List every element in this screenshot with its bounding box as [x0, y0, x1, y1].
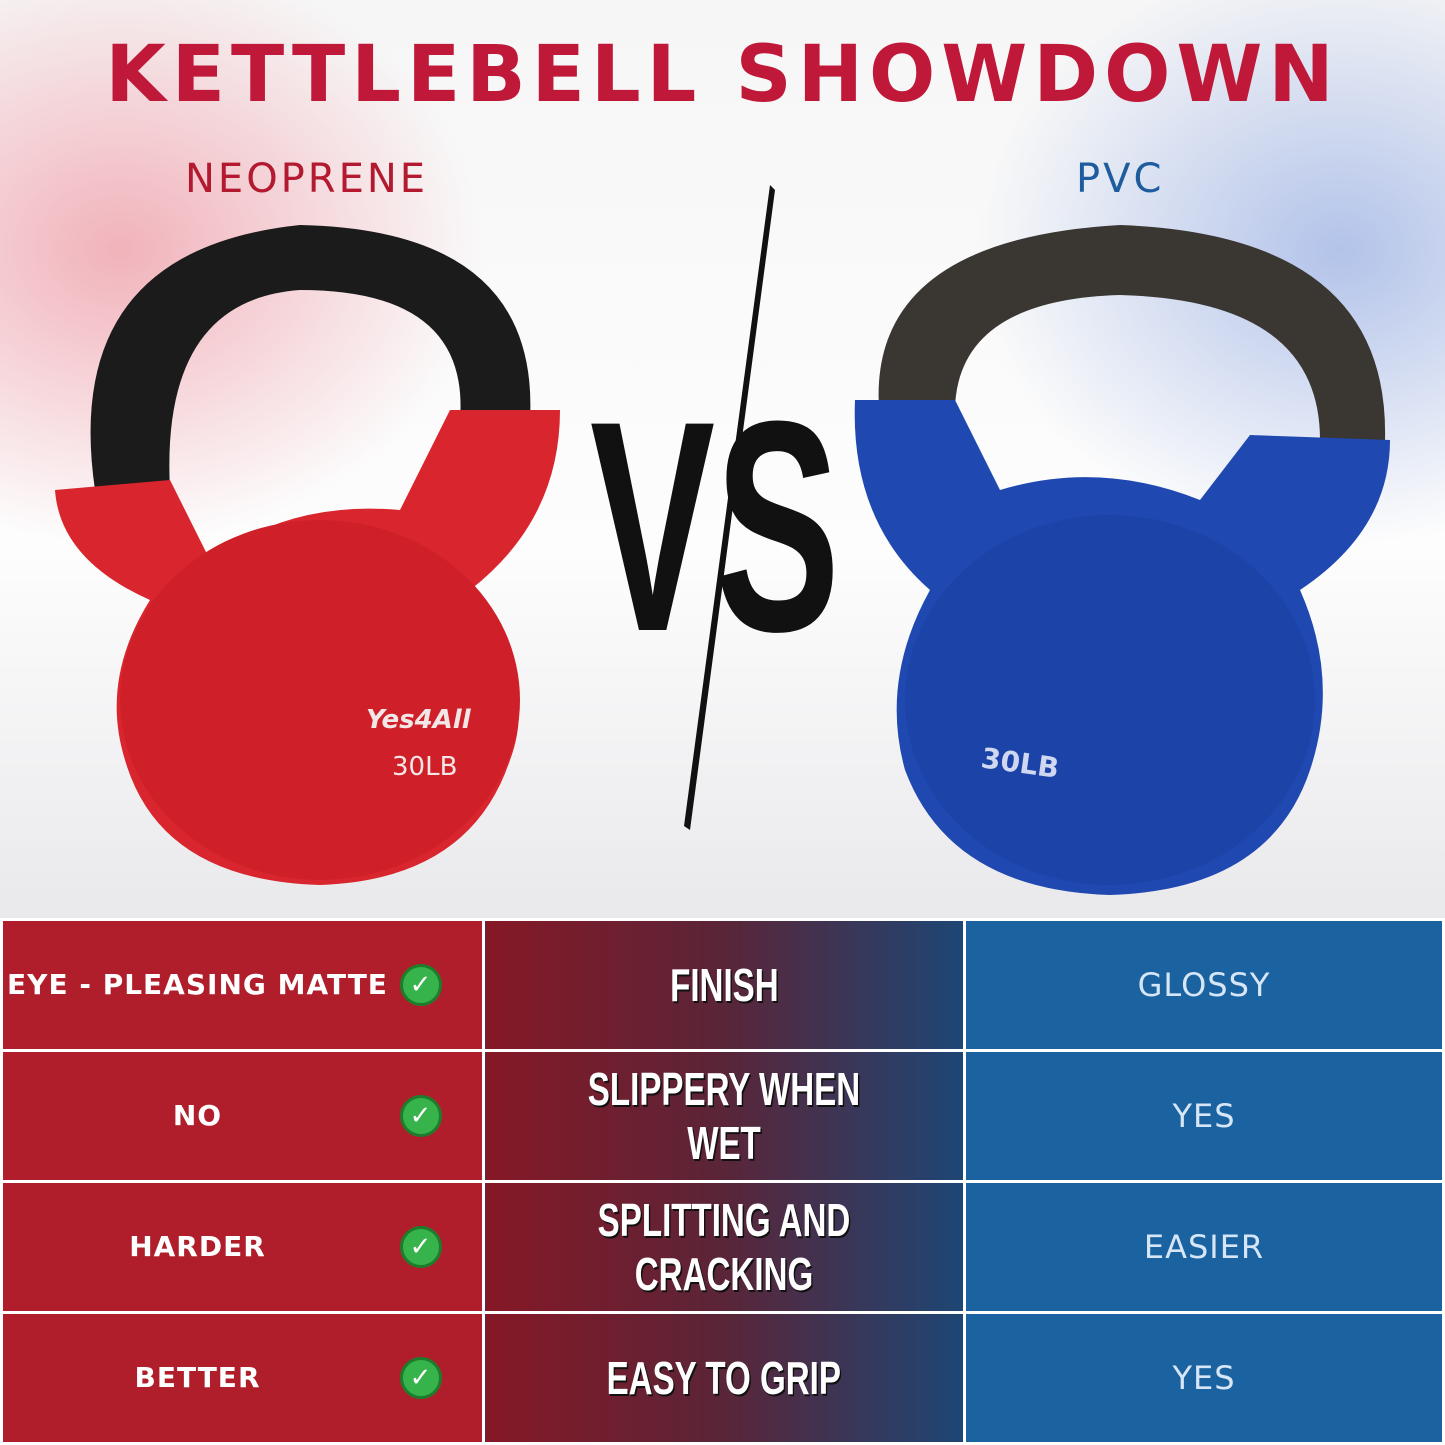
pvc-cell: YES: [963, 1311, 1445, 1445]
pvc-cell: EASIER: [963, 1180, 1445, 1314]
table-row: HARDER ✓ SPLITTING AND CRACKING EASIER: [0, 1180, 1445, 1314]
page-title: KETTLEBELL SHOWDOWN: [105, 30, 1340, 120]
pvc-kettlebell-image: 30LB: [854, 225, 1390, 895]
table-row: BETTER ✓ EASY TO GRIP YES: [0, 1311, 1445, 1445]
pvc-cell: GLOSSY: [963, 918, 1445, 1052]
product-illustration: Yes4All 30LB VS 30LB: [55, 185, 1390, 895]
table-row: EYE - PLEASING MATTE ✓ FINISH GLOSSY: [0, 918, 1445, 1052]
vs-text: VS: [590, 358, 840, 694]
feature-cell: SPLITTING AND CRACKING: [482, 1180, 966, 1314]
neoprene-cell: NO ✓: [0, 1049, 485, 1183]
check-circle-icon: ✓: [400, 1226, 442, 1268]
check-circle-icon: ✓: [400, 964, 442, 1006]
neoprene-kettlebell-image: Yes4All 30LB: [55, 225, 560, 885]
table-row: NO ✓ SLIPPERY WHEN WET YES: [0, 1049, 1445, 1183]
comparison-table: EYE - PLEASING MATTE ✓ FINISH GLOSSY NO ✓ …: [0, 918, 1445, 1445]
pvc-label: PVC: [1076, 156, 1165, 202]
vs-graphic: VS: [590, 185, 840, 830]
feature-cell: EASY TO GRIP: [482, 1311, 966, 1445]
check-circle-icon: ✓: [400, 1357, 442, 1399]
check-circle-icon: ✓: [400, 1095, 442, 1137]
brand-logo: Yes4All: [366, 705, 472, 735]
pvc-cell: YES: [963, 1049, 1445, 1183]
feature-cell: SLIPPERY WHEN WET: [482, 1049, 966, 1183]
left-weight-label: 30LB: [392, 752, 457, 782]
neoprene-label: NEOPRENE: [185, 156, 429, 202]
neoprene-cell: EYE - PLEASING MATTE ✓: [0, 918, 485, 1052]
neoprene-cell: HARDER ✓: [0, 1180, 485, 1314]
neoprene-cell: BETTER ✓: [0, 1311, 485, 1445]
feature-cell: FINISH: [482, 918, 966, 1052]
